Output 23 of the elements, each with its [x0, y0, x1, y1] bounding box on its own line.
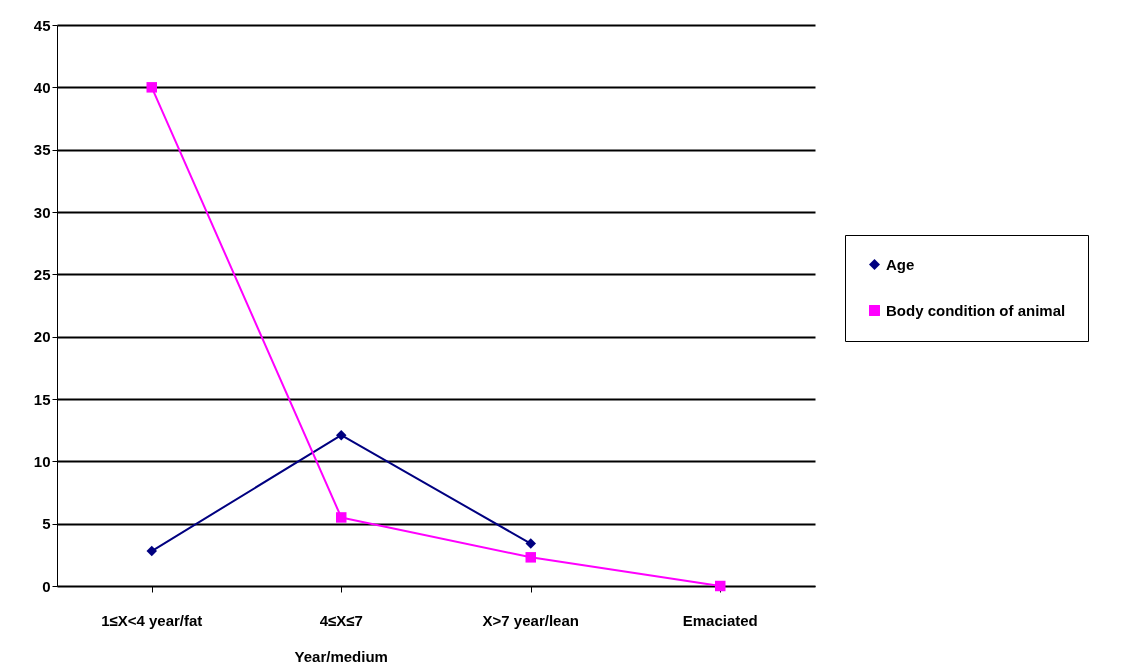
y-tick-label: 15: [33, 390, 51, 408]
point: [525, 552, 536, 563]
x-tick-label: X>7 year/lean: [482, 612, 579, 629]
y-tick-label: 10: [33, 452, 51, 470]
point: [525, 538, 536, 549]
y-tick-label: 45: [33, 16, 51, 34]
point: [146, 545, 157, 557]
y-tick-label: 25: [33, 265, 51, 283]
x-tick-label: Emaciated: [682, 612, 758, 629]
point: [715, 580, 726, 592]
y-tick-label: 35: [33, 141, 51, 159]
legend-label: Age: [886, 255, 915, 273]
point: [336, 512, 347, 523]
legend-label: Body condition of animal: [886, 301, 1066, 319]
point: [146, 82, 157, 93]
category-label: 4≤X≤7 Year/medium: [294, 612, 388, 665]
y-tick-label: 20: [33, 328, 51, 346]
y-tick-label: 30: [33, 203, 51, 221]
x-tick-label: 1≤X<4 year/fat: [101, 612, 203, 629]
y-tick-label: 0: [42, 577, 51, 595]
y-tick-label: 5: [42, 515, 51, 533]
point: [336, 429, 347, 441]
y-tick-label: 40: [33, 78, 51, 96]
